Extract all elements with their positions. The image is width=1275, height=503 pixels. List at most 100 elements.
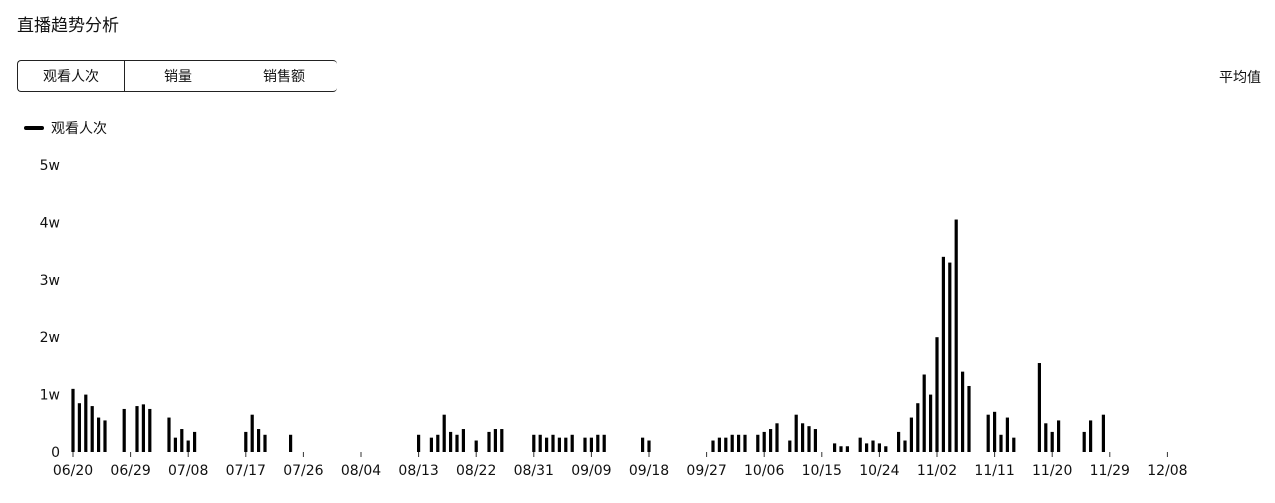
bar[interactable] (589, 437, 593, 452)
bar[interactable] (916, 403, 920, 452)
bar[interactable] (724, 437, 728, 452)
bar[interactable] (250, 414, 254, 452)
bar[interactable] (500, 429, 504, 452)
bar[interactable] (711, 440, 715, 452)
bar[interactable] (135, 406, 139, 452)
bar[interactable] (538, 434, 542, 452)
bar[interactable] (84, 394, 88, 452)
bar[interactable] (1082, 431, 1086, 452)
x-tick-label: 08/13 (398, 463, 438, 479)
bar[interactable] (487, 431, 491, 452)
bar[interactable] (122, 408, 126, 452)
tab-sales-amount[interactable]: 销售额 (263, 69, 305, 85)
bar[interactable] (180, 429, 184, 452)
bar[interactable] (756, 434, 760, 452)
bar[interactable] (999, 434, 1003, 452)
bar[interactable] (993, 411, 997, 452)
bar[interactable] (1005, 417, 1009, 452)
bar[interactable] (557, 437, 561, 452)
bar[interactable] (769, 429, 773, 452)
bar[interactable] (909, 417, 913, 452)
bar[interactable] (717, 437, 721, 452)
bar[interactable] (1057, 420, 1061, 452)
bar[interactable] (583, 437, 587, 452)
bar[interactable] (474, 440, 478, 452)
bar[interactable] (263, 434, 267, 452)
bar[interactable] (948, 262, 952, 452)
bar[interactable] (141, 404, 145, 452)
bar[interactable] (436, 434, 440, 452)
bar[interactable] (244, 431, 248, 452)
bar[interactable] (865, 443, 869, 452)
bar[interactable] (935, 337, 939, 452)
bar[interactable] (929, 394, 933, 452)
bar[interactable] (449, 431, 453, 452)
bar[interactable] (871, 440, 875, 452)
bar[interactable] (941, 256, 945, 452)
bar[interactable] (961, 371, 965, 452)
bar[interactable] (442, 414, 446, 452)
bar[interactable] (986, 414, 990, 452)
bar[interactable] (193, 431, 197, 452)
bar[interactable] (90, 406, 94, 452)
bar[interactable] (97, 417, 101, 452)
bar[interactable] (570, 434, 574, 452)
bar[interactable] (71, 388, 75, 452)
bar[interactable] (737, 434, 741, 452)
bar[interactable] (551, 434, 555, 452)
bar[interactable] (775, 423, 779, 452)
bar[interactable] (545, 437, 549, 452)
average-toggle[interactable]: 平均值 (1219, 70, 1261, 86)
bar[interactable] (167, 417, 171, 452)
bar[interactable] (173, 437, 177, 452)
bar[interactable] (762, 431, 766, 452)
tab-viewers[interactable]: 观看人次 (18, 61, 125, 91)
bar[interactable] (493, 429, 497, 452)
bar[interactable] (954, 219, 958, 452)
bar[interactable] (596, 434, 600, 452)
bar[interactable] (289, 434, 293, 452)
bar[interactable] (461, 429, 465, 452)
bar[interactable] (602, 434, 606, 452)
bar[interactable] (1050, 431, 1054, 452)
bar[interactable] (743, 434, 747, 452)
bar[interactable] (1089, 420, 1093, 452)
bar[interactable] (839, 446, 843, 452)
x-tick-label: 09/18 (629, 463, 669, 479)
bar[interactable] (877, 443, 881, 452)
bar[interactable] (1101, 414, 1105, 452)
bar[interactable] (186, 440, 190, 452)
bar[interactable] (532, 434, 536, 452)
bar[interactable] (788, 440, 792, 452)
bar[interactable] (564, 437, 568, 452)
bar[interactable] (148, 408, 152, 452)
bar[interactable] (794, 414, 798, 452)
bar[interactable] (903, 440, 907, 452)
bar[interactable] (813, 429, 817, 452)
bar[interactable] (103, 420, 107, 452)
bar[interactable] (845, 446, 849, 452)
bar[interactable] (647, 440, 651, 452)
bar[interactable] (257, 429, 261, 452)
chart-legend[interactable]: 观看人次 (24, 118, 107, 138)
bar[interactable] (897, 431, 901, 452)
x-tick-label: 08/31 (514, 463, 554, 479)
bar[interactable] (967, 385, 971, 452)
bar[interactable] (833, 443, 837, 452)
x-tick-label: 11/29 (1090, 463, 1130, 479)
bar[interactable] (417, 434, 421, 452)
bar[interactable] (801, 423, 805, 452)
bar[interactable] (922, 374, 926, 452)
bar[interactable] (1044, 423, 1048, 452)
bar[interactable] (807, 426, 811, 452)
bar[interactable] (858, 437, 862, 452)
bar[interactable] (730, 434, 734, 452)
bar[interactable] (884, 446, 888, 452)
bar[interactable] (641, 437, 645, 452)
tab-sales-volume[interactable]: 销量 (164, 69, 192, 85)
bar[interactable] (77, 403, 81, 452)
bar[interactable] (429, 437, 433, 452)
bar[interactable] (455, 434, 459, 452)
bar[interactable] (1012, 437, 1016, 452)
bar[interactable] (1037, 363, 1041, 452)
